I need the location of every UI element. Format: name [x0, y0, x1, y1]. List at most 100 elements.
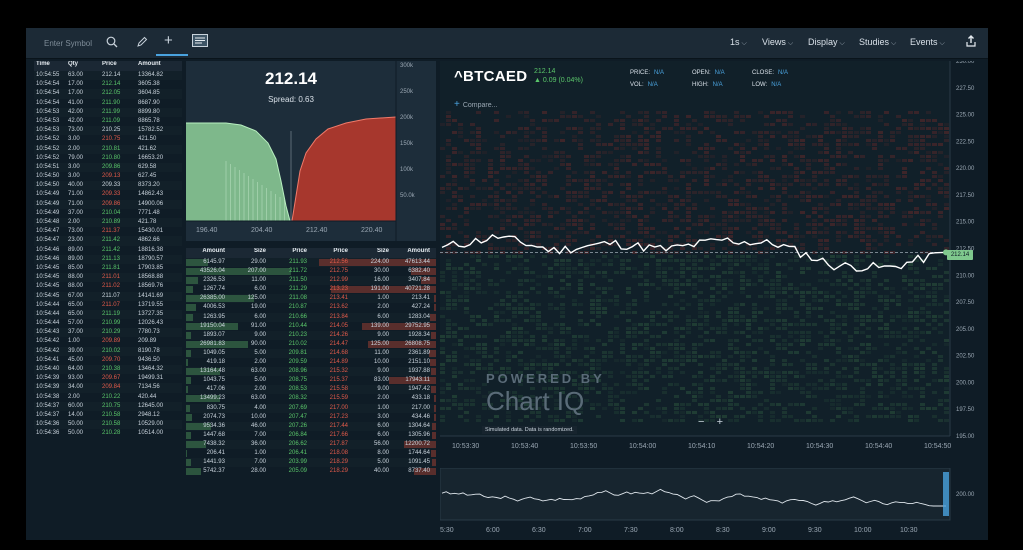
trade-qty: 64.00 — [68, 366, 84, 372]
order-book-row: 13164.48 63.00 208.96 215.32 9.00 1937.88 — [186, 367, 436, 377]
compare-button[interactable]: + Compare... — [454, 99, 497, 110]
ask-size: 5.00 — [377, 459, 389, 466]
navigator-y-tick: 200.00 — [956, 492, 975, 498]
ask-size: 139.00 — [370, 322, 389, 329]
ask-price: 213.41 — [329, 295, 348, 302]
ask-amount: 217.00 — [411, 404, 430, 411]
trade-qty: 89.00 — [68, 246, 84, 253]
trade-amount: 8373.20 — [138, 182, 160, 189]
ask-amount: 213.41 — [411, 295, 430, 302]
trade-amount: 4862.66 — [138, 237, 160, 244]
display-menu[interactable]: Display ⌵ — [808, 37, 845, 48]
symbol-search-input[interactable] — [44, 36, 110, 50]
trade-amount: 13364.82 — [138, 72, 164, 78]
crosshair-icon[interactable]: + — [164, 32, 173, 49]
trade-time: 10:54:54 — [36, 81, 60, 88]
trade-amount: 627.45 — [138, 173, 157, 180]
trade-amount: 3605.38 — [138, 81, 160, 88]
y-axis-tick: 230.00 — [956, 61, 975, 65]
bid-size: 46.00 — [250, 422, 266, 429]
trade-amount: 18816.38 — [138, 246, 164, 253]
zoom-out-button[interactable]: − — [698, 416, 705, 428]
trade-qty: 41.00 — [68, 99, 84, 106]
ask-price: 218.29 — [329, 459, 348, 466]
trade-time: 10:54:52 — [36, 154, 60, 161]
trade-qty: 67.00 — [68, 292, 84, 299]
trade-time: 10:54:46 — [36, 255, 60, 262]
trade-amount: 421.78 — [138, 219, 157, 225]
crosshair-active-indicator — [156, 54, 188, 56]
periodicity-menu[interactable]: 1s ⌵ — [730, 37, 747, 48]
order-book-row: 43526.04 207.00 211.72 212.75 30.00 6382.40 — [186, 267, 436, 276]
time-sales-rows: 10:54:55 63.00 212.14 13364.82 10:54:54 17.00… — [34, 71, 182, 439]
time-sales-row: 10:54:39 93.00 209.67 19499.31 — [34, 374, 182, 383]
trade-amount: 7780.73 — [138, 329, 160, 336]
ask-depth-bar — [431, 368, 436, 376]
share-icon[interactable] — [964, 34, 978, 51]
time-sales-row: 10:54:51 3.00 209.86 629.58 — [34, 162, 182, 173]
ask-size: 2.00 — [377, 304, 389, 311]
trade-qty: 63.00 — [68, 72, 84, 78]
ask-depth-bar — [431, 449, 436, 457]
periodicity-label: 1s — [730, 37, 740, 47]
bid-size: 5.00 — [254, 349, 266, 356]
ask-depth-bar — [413, 468, 436, 476]
main-chart-canvas[interactable]: 230.00 227.50 225.00 222.50 220.00 217.50 215.… — [440, 61, 986, 461]
time-sales-row: 10:54:48 2.00 210.89 421.78 — [34, 218, 182, 228]
trade-price: 211.99 — [102, 108, 120, 115]
navigator-canvas[interactable]: 200.00 5:30 6:00 6:30 7:00 7:30 8:00 8:30 9:00 9:… — [440, 468, 986, 538]
ask-amount: 2361.89 — [408, 349, 430, 356]
ask-size: 6.00 — [377, 422, 389, 429]
chart-current-price: 212.14 — [534, 68, 556, 75]
trade-qty: 2.00 — [68, 145, 80, 152]
trade-amount: 18569.76 — [138, 283, 164, 290]
chevron-down-icon: ⌵ — [939, 40, 945, 47]
navigator-range-handle[interactable] — [943, 472, 949, 516]
main-price-chart[interactable]: 230.00 227.50 225.00 222.50 220.00 217.50 215.… — [440, 61, 986, 461]
y-axis-tick: 202.50 — [956, 354, 975, 360]
trade-qty: 42.00 — [68, 108, 84, 115]
studies-menu[interactable]: Studies ⌵ — [859, 37, 896, 48]
ask-depth-bar — [431, 386, 436, 394]
trade-time: 10:54:36 — [36, 421, 60, 428]
bid-depth-bar — [186, 259, 209, 266]
trade-amount: 15430.01 — [138, 228, 164, 235]
trade-qty: 50.00 — [68, 430, 84, 437]
pencil-draw-icon[interactable] — [136, 36, 148, 51]
hud-low-label: LOW: — [752, 82, 768, 88]
search-icon[interactable] — [106, 36, 118, 51]
time-sales-row: 10:54:45 67.00 211.07 14141.69 — [34, 291, 182, 301]
trade-price: 211.01 — [102, 274, 120, 281]
trade-time: 10:54:53 — [36, 108, 60, 115]
trade-price: 211.42 — [102, 237, 120, 244]
bid-depth-bar — [186, 413, 193, 421]
zoom-in-button[interactable]: + — [716, 416, 724, 428]
bid-price: 206.41 — [288, 449, 307, 456]
time-sales-row: 10:54:41 45.00 209.70 9436.50 — [34, 356, 182, 365]
time-sales-row: 10:54:36 50.00 210.28 10514.00 — [34, 429, 182, 438]
views-menu[interactable]: Views ⌵ — [762, 37, 793, 48]
table-view-icon[interactable] — [192, 34, 208, 50]
bid-size: 5.00 — [254, 377, 266, 384]
ask-size: 191.00 — [370, 286, 389, 293]
bid-depth-bar — [186, 404, 190, 412]
range-navigator[interactable]: 200.00 5:30 6:00 6:30 7:00 7:30 8:00 8:30 9:00 9:… — [440, 468, 986, 538]
events-menu[interactable]: Events ⌵ — [910, 37, 945, 48]
trade-time: 10:54:47 — [36, 237, 60, 244]
bid-price: 211.08 — [289, 295, 307, 302]
trade-qty: 3.00 — [68, 136, 80, 143]
hud-vol-label: VOL: — [630, 82, 644, 88]
time-sales-row: 10:54:44 65.00 211.19 13727.35 — [34, 309, 182, 320]
bid-depth-bar — [186, 449, 188, 457]
y-axis-tick: 215.00 — [956, 220, 975, 226]
ask-amount: 1304.64 — [408, 422, 430, 429]
depth-y-tick: 150k — [400, 141, 414, 147]
ask-amount: 29752.95 — [404, 322, 430, 329]
bid-amount: 830.75 — [206, 404, 225, 411]
x-axis-tick: 10:54:40 — [865, 443, 892, 450]
depth-x-tick: 196.40 — [196, 227, 218, 234]
chevron-down-icon: ⌵ — [839, 40, 845, 47]
trade-amount: 17903.85 — [138, 264, 164, 271]
header-qty: Qty — [68, 61, 79, 67]
bid-size: 7.00 — [254, 459, 266, 466]
